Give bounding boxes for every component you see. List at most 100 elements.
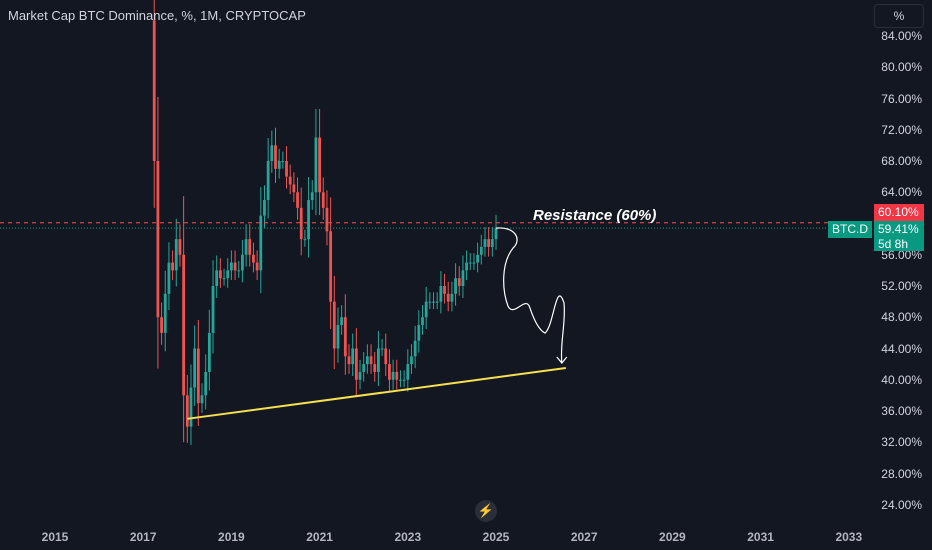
candle-body (461, 270, 465, 286)
candle-body (237, 270, 241, 272)
candle-body (196, 348, 200, 404)
y-tick-label: 72.00% (881, 122, 922, 137)
candle-body (410, 356, 413, 365)
candle-body (303, 239, 307, 241)
candle-body (248, 239, 252, 255)
candle-body (215, 270, 219, 286)
x-tick-label: 2031 (747, 530, 774, 544)
candle-body (428, 301, 432, 303)
candle-body (332, 301, 336, 349)
candle-body (174, 239, 178, 271)
y-tick-label: 36.00% (881, 404, 922, 418)
candle-body (424, 301, 428, 318)
candle-body (325, 207, 329, 232)
bar-countdown-badge: 5d 8h (874, 236, 924, 251)
x-tick-label: 2023 (394, 530, 422, 544)
candle-body (178, 239, 182, 255)
chart-overlays (0, 222, 870, 420)
candle-body (465, 262, 468, 271)
x-tick-label: 2025 (482, 530, 510, 544)
candle-body (347, 356, 351, 365)
candle-body (490, 239, 494, 247)
candle-body (380, 348, 384, 350)
candle-body (443, 286, 446, 294)
candle-body (384, 348, 388, 365)
candle-body (204, 371, 208, 396)
candle-body (450, 293, 454, 302)
candle-body (233, 262, 237, 271)
y-tick-label: 28.00% (881, 466, 922, 481)
x-tick-label: 2019 (218, 530, 245, 544)
candle-body (457, 278, 461, 286)
support-trendline[interactable] (187, 367, 566, 420)
candle-body (402, 379, 406, 381)
candle-body (454, 278, 457, 294)
projection-arrowhead (556, 356, 568, 364)
candle-body (329, 231, 333, 302)
candle-body (369, 356, 373, 365)
candle-body (395, 371, 399, 380)
candle-body (318, 137, 321, 193)
y-tick-label: 44.00% (881, 341, 922, 356)
x-tick-label: 2029 (659, 530, 686, 544)
y-tick-label: 76.00% (881, 91, 922, 106)
candle-body (222, 278, 226, 280)
candle-body (479, 246, 483, 255)
candle-body (230, 262, 233, 271)
candle-body (435, 301, 439, 303)
y-tick-label: 84.00% (881, 29, 922, 43)
y-tick-label: 64.00% (881, 185, 922, 200)
candle-body (487, 239, 491, 247)
y-tick-label: 40.00% (881, 372, 922, 387)
candle-body (307, 200, 310, 240)
unit-toggle-button[interactable]: % (874, 4, 924, 28)
candle-body (259, 215, 263, 271)
candle-body (343, 317, 347, 357)
tradingview-logo-icon[interactable]: ⚡ (475, 500, 497, 522)
candle-body (296, 192, 299, 208)
candle-body (274, 145, 277, 169)
candle-body (244, 239, 248, 255)
candle-body (163, 293, 167, 333)
candle-body (266, 161, 270, 201)
candle-body (365, 356, 369, 365)
candle-body (160, 317, 163, 333)
resistance-price-badge: 60.10% (874, 204, 924, 221)
candle-body (292, 184, 296, 193)
candle-body (185, 395, 189, 427)
candle-body (399, 379, 402, 381)
x-tick-label: 2017 (129, 530, 157, 544)
candle-body (417, 325, 421, 341)
y-tick-label: 32.00% (881, 435, 922, 450)
candle-body (226, 270, 230, 279)
candle-body (263, 200, 266, 216)
candle-body (218, 270, 222, 279)
candle-body (252, 254, 255, 263)
candle-body (413, 340, 417, 357)
candle-body (299, 207, 303, 240)
candle-body (171, 262, 174, 271)
candle-body (285, 161, 288, 177)
candle-body (270, 145, 274, 161)
x-tick-label: 2033 (835, 530, 863, 544)
y-tick-label: 68.00% (881, 154, 922, 168)
candle-body (362, 364, 366, 372)
y-tick-label: 52.00% (881, 279, 922, 293)
symbol-badge: BTC.D (828, 221, 872, 238)
candle-body (340, 317, 344, 326)
candle-body (314, 137, 318, 193)
projection-path (495, 227, 565, 364)
y-tick-label: 80.00% (881, 60, 922, 75)
x-tick-label: 2015 (41, 530, 69, 544)
candle-body (189, 387, 193, 427)
current-price-badge: 59.41% (874, 221, 924, 236)
y-tick-label: 48.00% (881, 310, 922, 325)
x-tick-label: 2021 (306, 530, 333, 544)
candle-body (351, 348, 355, 365)
candle-body (167, 262, 171, 294)
candle-body (354, 348, 358, 380)
y-tick-label: 56.00% (881, 247, 922, 262)
candle-body (391, 371, 395, 380)
candle-body (281, 161, 285, 162)
